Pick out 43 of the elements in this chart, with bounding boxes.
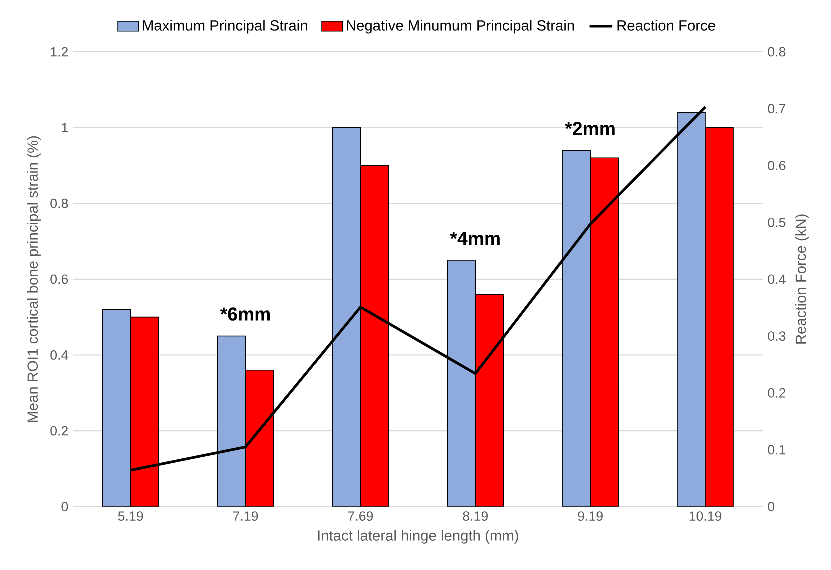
y2-tick-label: 0.8 bbox=[768, 48, 786, 57]
y-tick-label: 1 bbox=[62, 123, 68, 133]
x-tick-label: 7.19 bbox=[233, 512, 258, 522]
bar bbox=[217, 336, 246, 508]
y2-tick-label: 0.4 bbox=[768, 274, 786, 284]
legend-label: Reaction Force bbox=[618, 20, 716, 32]
y2-tick-label: 0.6 bbox=[768, 161, 786, 171]
y-tick-label: 1.2 bbox=[51, 48, 68, 57]
x-tick-label: 9.19 bbox=[578, 512, 603, 522]
legend-label: Maximum Principal Strain bbox=[143, 20, 308, 34]
y2-axis-title: Reaction Force (kN) bbox=[795, 214, 810, 344]
y-tick-label: 0.8 bbox=[50, 199, 68, 209]
y2-tick-label: 0.2 bbox=[768, 388, 786, 398]
bar bbox=[245, 370, 274, 508]
x-tick-label: 10.19 bbox=[690, 512, 722, 522]
y2-tick-label: 0 bbox=[768, 502, 775, 512]
bar bbox=[102, 310, 132, 508]
annotation: *4mm bbox=[450, 232, 500, 246]
annotation: *6mm bbox=[220, 308, 270, 322]
bar bbox=[332, 128, 362, 508]
bar bbox=[677, 112, 706, 508]
x-tick-label: 5.19 bbox=[118, 512, 144, 522]
bar bbox=[130, 317, 160, 508]
y-axis-title: Mean ROI1 cortical bone principal strain (%) bbox=[27, 136, 41, 422]
bar bbox=[447, 260, 476, 508]
x-tick-label: 8.19 bbox=[463, 512, 488, 522]
annotation: *2mm bbox=[565, 122, 615, 136]
bar bbox=[475, 294, 504, 508]
y-tick-label: 0.4 bbox=[50, 350, 68, 360]
y-tick-label: 0 bbox=[62, 502, 68, 512]
bar bbox=[705, 128, 734, 508]
x-axis-title: Intact lateral hinge length (mm) bbox=[318, 530, 518, 544]
x-tick-label: 7.69 bbox=[348, 512, 374, 522]
y2-tick-label: 0.5 bbox=[768, 218, 786, 228]
y2-tick-label: 0.3 bbox=[768, 332, 786, 342]
y-tick-label: 0.6 bbox=[50, 274, 68, 284]
legend-label: Negative Minumum Principal Strain bbox=[347, 20, 574, 34]
y-tick-label: 0.2 bbox=[50, 426, 68, 436]
bar bbox=[360, 166, 390, 508]
y2-tick-label: 0.1 bbox=[768, 446, 786, 455]
bar bbox=[590, 158, 619, 508]
y2-tick-label: 0.7 bbox=[768, 104, 786, 114]
bar bbox=[562, 150, 591, 508]
